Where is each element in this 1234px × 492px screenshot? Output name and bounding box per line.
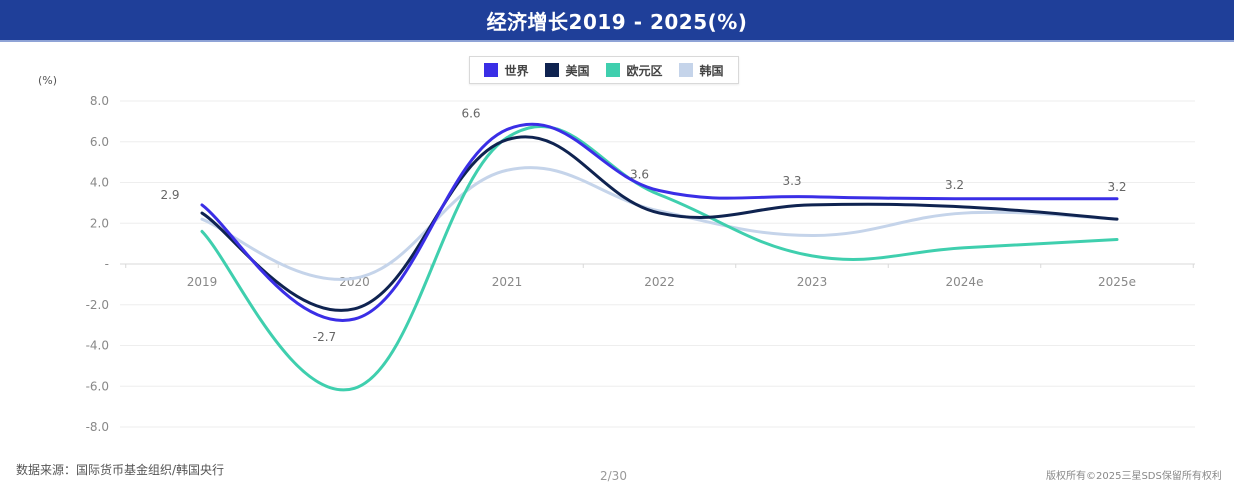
y-tick-label: 8.0 [90, 94, 109, 108]
legend-item-eurozone[interactable]: 欧元区 [606, 62, 663, 79]
y-axis-unit: (%) [38, 74, 58, 87]
series-line-欧元区 [200, 124, 1119, 392]
data-series [200, 122, 1119, 392]
y-tick-label: -6.0 [86, 379, 109, 393]
legend-label: 世界 [504, 63, 529, 78]
data-label: 3.2 [945, 178, 964, 192]
x-tick-label: 2022 [644, 275, 675, 289]
x-tick-label: 2023 [797, 275, 828, 289]
x-tick-label: 2019 [187, 275, 218, 289]
y-tick-label: - [105, 257, 109, 271]
data-label: -2.7 [313, 330, 336, 344]
legend-swatch-korea [679, 63, 694, 77]
data-labels: 2.9 -2.7 6.6 3.6 3.3 3.2 3.2 [160, 107, 1126, 344]
series-line-美国 [200, 135, 1119, 312]
data-label: 2.9 [160, 188, 179, 202]
chart-title: 经济增长2019 - 2025(%) [486, 9, 748, 34]
legend-item-korea[interactable]: 韩国 [679, 62, 724, 79]
y-tick-label: 4.0 [90, 176, 109, 190]
copyright-notice: 版权所有©2025三星SDS保留所有权利 [1046, 471, 1222, 482]
chart-legend: 世界 美国 欧元区 韩国 [469, 56, 739, 84]
data-label: 6.6 [461, 107, 480, 121]
legend-item-world[interactable]: 世界 [484, 62, 529, 79]
gridlines [120, 100, 1195, 428]
x-axis-ticks: 2019 2020 2021 2022 2023 2024e 2025e [187, 275, 1136, 289]
y-tick-label: 2.0 [90, 216, 109, 230]
legend-label: 美国 [565, 63, 590, 78]
y-tick-label: 6.0 [90, 135, 109, 149]
title-bar: 经济增长2019 - 2025(%) [0, 0, 1234, 42]
data-label: 3.6 [630, 168, 649, 182]
series-line-世界 [200, 122, 1119, 322]
data-label: 3.3 [782, 174, 801, 188]
y-tick-label: -8.0 [86, 420, 109, 434]
legend-label: 欧元区 [626, 63, 663, 78]
legend-swatch-eurozone [606, 63, 621, 77]
legend-label: 韩国 [699, 63, 724, 78]
legend-swatch-us [545, 63, 560, 77]
y-axis-ticks: 8.0 6.0 4.0 2.0 - -2.0 -4.0 -6.0 -8.0 [86, 94, 109, 434]
y-tick-label: -4.0 [86, 339, 109, 353]
x-tick-label: 2021 [492, 275, 523, 289]
legend-item-us[interactable]: 美国 [545, 62, 590, 79]
page-number: 2/30 [600, 469, 627, 483]
y-tick-label: -2.0 [86, 298, 109, 312]
data-label: 3.2 [1107, 180, 1126, 194]
x-tick-label: 2025e [1098, 275, 1136, 289]
legend-swatch-world [484, 63, 499, 77]
x-tick-label: 2024e [946, 275, 984, 289]
data-source-note: 数据来源：国际货币基金组织/韩国央行 [16, 463, 225, 477]
